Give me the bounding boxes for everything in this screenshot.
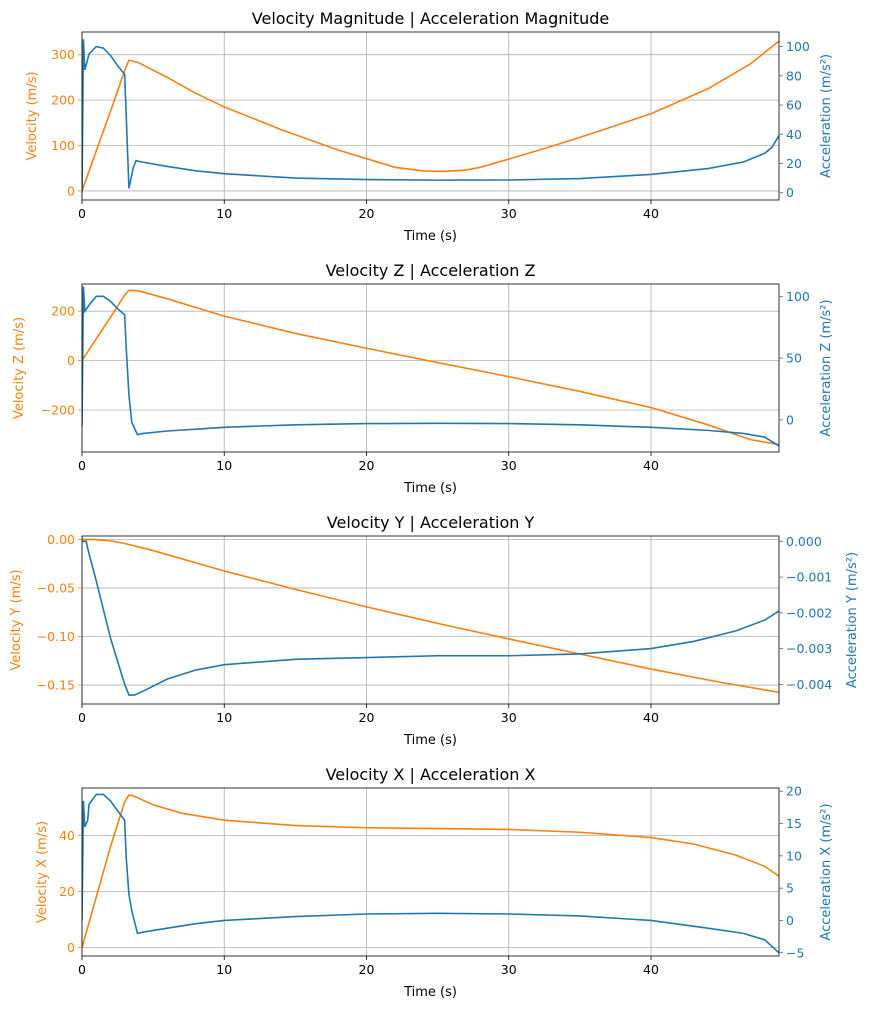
x-tick-label: 0: [78, 206, 86, 221]
y-right-tick-label: 10: [786, 848, 802, 863]
chart-title: Velocity Magnitude | Acceleration Magnit…: [252, 9, 609, 28]
x-tick-label: 40: [643, 962, 659, 977]
y-right-tick-label: −0.002: [786, 605, 832, 620]
y-right-axis-label: Acceleration Y (m/s²): [845, 552, 860, 688]
y-axis-label: Velocity Z (m/s): [12, 317, 27, 419]
y-right-axis-label: Acceleration Z (m/s²): [819, 299, 834, 436]
x-tick-label: 20: [359, 458, 375, 473]
acceleration-series-line: [82, 793, 779, 954]
x-tick-label: 20: [359, 206, 375, 221]
y-right-tick-label: 0: [786, 185, 794, 200]
y-tick-label: 100: [51, 138, 75, 153]
y-axis-label: Velocity X (m/s): [35, 821, 50, 923]
x-axis-label: Time (s): [403, 733, 457, 748]
chart-panel-2: 0 10 20 30 40 −200 0 200 0 50 100 Velocity Z | Acce…: [12, 261, 834, 496]
y-right-tick-label: 15: [786, 816, 802, 831]
y-tick-label: −0.15: [37, 678, 75, 693]
y-right-tick-label: −0.003: [786, 641, 832, 656]
y-right-tick-label: 80: [786, 68, 802, 83]
y-tick-label: 40: [59, 828, 75, 843]
x-tick-label: 30: [501, 206, 517, 221]
chart-panel-3: 0 10 20 30 40 0.00 −0.05 −0.10 −0.15 0.000 −0.001 −…: [9, 513, 860, 748]
x-axis-label: Time (s): [403, 985, 457, 1000]
chart-panel-1: 0 10 20 30 40 0 100 200 300 0 20 40 60 80 100 Velocity …: [25, 9, 834, 244]
chart-title: Velocity X | Acceleration X: [326, 765, 536, 784]
acceleration-series-line: [82, 540, 779, 696]
x-tick-label: 0: [78, 962, 86, 977]
y-tick-label: 200: [51, 93, 75, 108]
plot-frame: [81, 787, 780, 957]
y-right-tick-label: 40: [786, 127, 802, 142]
x-tick-label: 40: [643, 458, 659, 473]
y-tick-label: 0: [67, 353, 75, 368]
x-tick-label: 0: [78, 710, 86, 725]
x-axis-label: Time (s): [403, 481, 457, 496]
x-tick-label: 10: [216, 962, 232, 977]
y-right-tick-label: −0.004: [786, 677, 832, 692]
y-right-tick-label: −5: [786, 945, 804, 960]
acceleration-series-line: [82, 39, 779, 193]
y-tick-label: −200: [41, 403, 75, 418]
y-tick-label: −0.10: [37, 629, 75, 644]
plot-frame: [81, 283, 780, 453]
x-tick-label: 30: [501, 458, 517, 473]
y-right-tick-label: −0.001: [786, 570, 832, 585]
x-tick-label: 0: [78, 458, 86, 473]
plot-frame: [81, 535, 780, 705]
x-tick-label: 20: [359, 710, 375, 725]
chart-panel-4: 0 10 20 30 40 0 20 40 −5 0 5 10 15 20 Velocity X | Acc…: [35, 765, 834, 1000]
y-right-tick-label: 20: [786, 156, 802, 171]
x-tick-label: 20: [359, 962, 375, 977]
x-tick-label: 30: [501, 710, 517, 725]
y-right-tick-label: 100: [786, 289, 810, 304]
y-right-tick-label: 5: [786, 881, 794, 896]
chart-title: Velocity Y | Acceleration Y: [327, 513, 535, 532]
plot-frame: [81, 31, 780, 201]
x-tick-label: 10: [216, 458, 232, 473]
velocity-series-line: [82, 289, 779, 446]
x-tick-label: 30: [501, 962, 517, 977]
y-tick-label: 0: [67, 940, 75, 955]
x-tick-label: 10: [216, 710, 232, 725]
y-tick-label: 20: [59, 884, 75, 899]
x-axis-label: Time (s): [403, 229, 457, 244]
y-tick-label: 200: [51, 304, 75, 319]
velocity-series-line: [82, 538, 779, 694]
y-right-tick-label: 50: [786, 351, 802, 366]
y-axis-label: Velocity Y (m/s): [9, 569, 24, 670]
velocity-series-line: [82, 40, 779, 192]
y-axis-label: Velocity (m/s): [25, 71, 40, 160]
y-tick-label: 300: [51, 47, 75, 62]
x-tick-label: 40: [643, 206, 659, 221]
x-tick-label: 10: [216, 206, 232, 221]
y-right-axis-label: Acceleration (m/s²): [819, 54, 834, 178]
chart-title: Velocity Z | Acceleration Z: [326, 261, 536, 280]
y-tick-label: 0.00: [47, 532, 75, 547]
y-tick-label: −0.05: [37, 580, 75, 595]
velocity-series-line: [82, 794, 779, 948]
y-right-axis-label: Acceleration X (m/s²): [819, 803, 834, 940]
y-right-tick-label: 0.000: [786, 534, 822, 549]
y-right-tick-label: 0: [786, 913, 794, 928]
x-tick-label: 40: [643, 710, 659, 725]
y-right-tick-label: 0: [786, 412, 794, 427]
y-right-tick-label: 20: [786, 784, 802, 799]
y-tick-label: 0: [67, 183, 75, 198]
acceleration-series-line: [82, 286, 779, 447]
y-right-tick-label: 60: [786, 98, 802, 113]
y-right-tick-label: 100: [786, 39, 810, 54]
